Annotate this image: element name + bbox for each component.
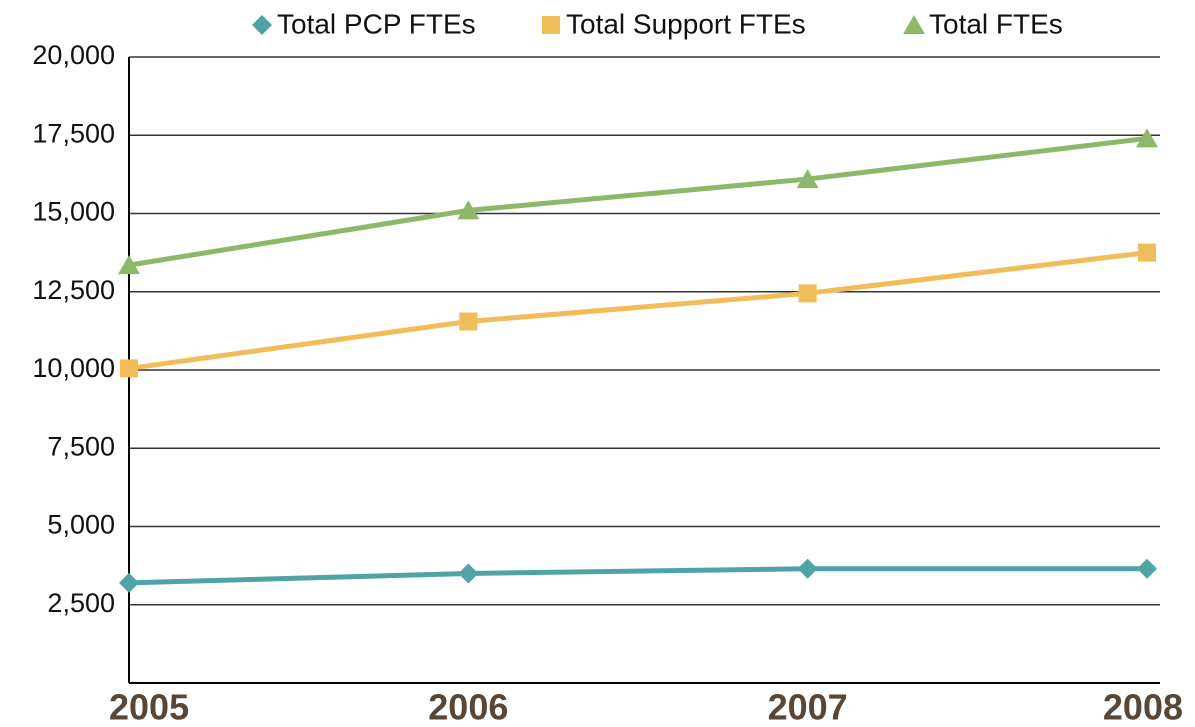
data-point	[120, 359, 138, 378]
y-tick-label: 5,000	[47, 510, 115, 540]
data-point	[796, 169, 819, 189]
legend-label: Total PCP FTEs	[277, 8, 476, 39]
y-tick-label: 7,500	[47, 431, 115, 461]
data-point	[118, 255, 140, 275]
series-line	[128, 566, 1147, 586]
y-tick-label: 20,000	[32, 40, 115, 70]
data-point	[459, 312, 478, 331]
series-line	[128, 135, 1148, 268]
legend-label: Total Support FTEs	[566, 8, 806, 39]
data-point	[798, 284, 817, 303]
data-point	[1136, 128, 1158, 148]
data-point	[457, 200, 480, 220]
data-point	[458, 563, 479, 584]
legend-marker	[252, 15, 272, 35]
y-tick-label: 12,500	[32, 275, 115, 305]
legend-marker	[903, 15, 925, 34]
x-tick-label: 2005	[109, 687, 189, 727]
series-line	[128, 250, 1148, 371]
x-tick-label: 2007	[768, 687, 848, 727]
y-tick-label: 17,500	[32, 118, 115, 148]
data-point	[1137, 558, 1157, 579]
x-tick-label: 2008	[1103, 687, 1183, 727]
legend-label: Total FTEs	[929, 8, 1063, 39]
x-tick-label: 2006	[428, 687, 508, 727]
data-point	[1138, 243, 1156, 262]
y-tick-label: 2,500	[47, 588, 115, 618]
legend-marker	[542, 16, 560, 34]
data-point	[797, 558, 818, 579]
data-point	[119, 572, 139, 593]
y-tick-label: 15,000	[32, 197, 115, 227]
y-tick-label: 10,000	[32, 353, 115, 383]
